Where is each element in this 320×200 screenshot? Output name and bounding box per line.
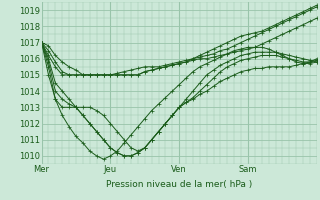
X-axis label: Pression niveau de la mer( hPa ): Pression niveau de la mer( hPa ) <box>106 180 252 189</box>
